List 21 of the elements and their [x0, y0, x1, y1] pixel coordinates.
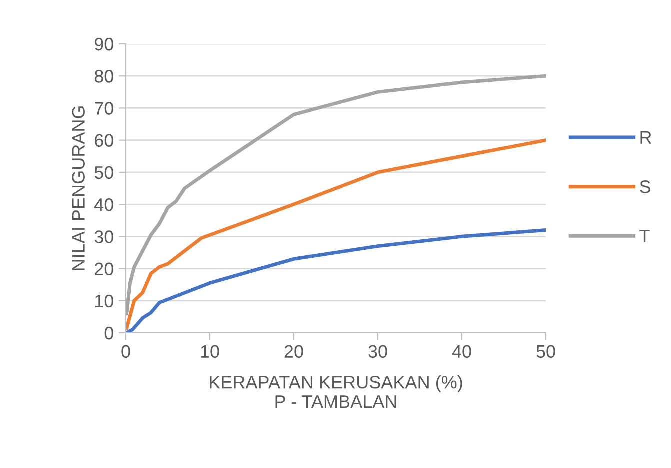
- y-tick-label: 20: [95, 262, 114, 276]
- x-tick-label: 30: [368, 345, 388, 358]
- x-tick-label: 10: [201, 345, 220, 358]
- y-tick-label: 60: [95, 134, 114, 148]
- legend-label: R: [640, 131, 652, 144]
- x-axis-title: KERAPATAN KERUSAKAN (%) P - TAMBALAN: [210, 376, 462, 408]
- y-tick-label: 40: [94, 198, 114, 212]
- x-tick-label: 20: [284, 345, 304, 358]
- x-tick-label: 40: [452, 345, 472, 358]
- x-tick-label: 50: [536, 345, 556, 358]
- y-tick-label: 80: [94, 70, 114, 83]
- y-tick-label: 0: [104, 326, 114, 340]
- y-tick-label: 70: [95, 102, 114, 115]
- y-tick-label: 50: [94, 166, 114, 180]
- y-tick-label: 90: [94, 38, 114, 51]
- y-axis-title: NILAI PENGURANG: [72, 106, 85, 270]
- legend-label: S: [640, 180, 650, 194]
- legend-label: T: [640, 230, 650, 242]
- y-tick-label: 30: [94, 230, 114, 244]
- x-tick-label: 0: [122, 345, 130, 358]
- y-tick-label: 10: [95, 294, 114, 308]
